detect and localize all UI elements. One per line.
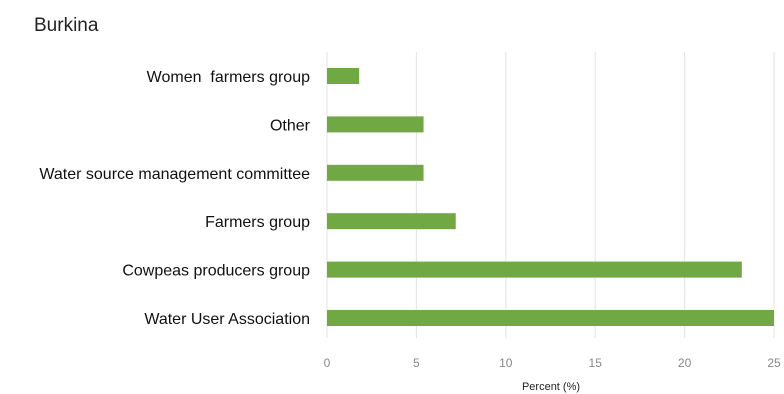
- category-label: Farmers group: [205, 214, 310, 231]
- x-tick-label: 5: [413, 356, 420, 370]
- chart-title: Burkina: [34, 15, 99, 36]
- x-tick-label: 10: [499, 356, 513, 370]
- bar: [327, 116, 424, 133]
- bar: [327, 310, 774, 326]
- bar: [327, 68, 360, 84]
- x-axis-label: Percent (%): [522, 381, 580, 393]
- category-label: Water User Association: [144, 311, 310, 328]
- category-labels: Women farmers group Other Water source man…: [39, 69, 310, 328]
- category-label: Water source management committee: [39, 166, 310, 183]
- bar: [327, 213, 456, 230]
- x-tick-label: 20: [678, 356, 692, 370]
- category-label: Other: [270, 117, 311, 134]
- bars: [327, 68, 774, 326]
- x-tick-label: 25: [767, 356, 781, 370]
- category-label: Cowpeas producers group: [122, 263, 310, 280]
- category-label: Women farmers group: [147, 69, 310, 86]
- gridlines: [326, 52, 775, 338]
- bar: [327, 261, 742, 278]
- x-tick-label: 0: [324, 356, 331, 370]
- x-axis-ticks: 0 5 10 15 20 25: [324, 356, 781, 370]
- bar: [327, 164, 424, 181]
- x-tick-label: 15: [589, 356, 603, 370]
